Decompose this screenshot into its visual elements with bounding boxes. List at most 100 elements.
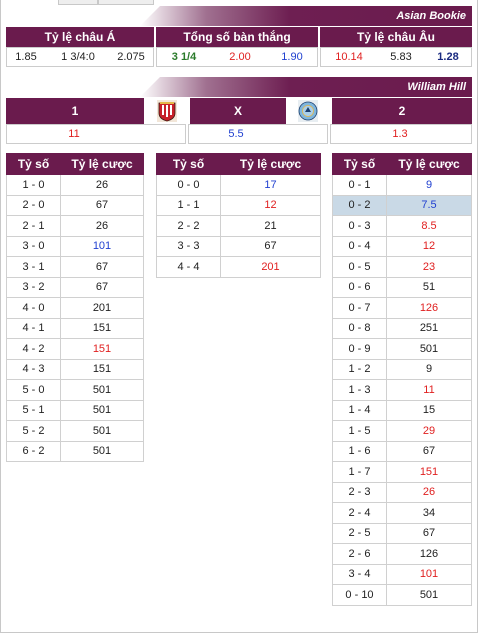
score-row[interactable]: 4 - 2 151 [6, 338, 144, 360]
score-value: 0 - 3 [332, 215, 387, 237]
europe-draw-odds: 5.83 [390, 51, 412, 63]
home-team-crest-icon [157, 100, 177, 122]
score-row[interactable]: 5 - 1 501 [6, 399, 144, 421]
score-odds: 101 [60, 235, 144, 257]
score-row[interactable]: 0 - 6 51 [332, 276, 472, 298]
score-value: 0 - 5 [332, 256, 387, 278]
score-row[interactable]: 3 - 0 101 [6, 235, 144, 257]
score-row[interactable]: 1 - 1 12 [156, 194, 321, 216]
score-row[interactable]: 2 - 1 26 [6, 215, 144, 237]
score-row[interactable]: 5 - 2 501 [6, 420, 144, 442]
score-row[interactable]: 0 - 4 12 [332, 235, 472, 257]
score-value: 4 - 2 [6, 338, 61, 360]
score-odds: 34 [386, 502, 472, 524]
score-row[interactable]: 0 - 9 501 [332, 338, 472, 360]
score-odds: 101 [386, 563, 472, 585]
score-row[interactable]: 1 - 6 67 [332, 440, 472, 462]
score-value: 2 - 6 [332, 543, 387, 565]
score-value: 3 - 4 [332, 563, 387, 585]
score-odds: 7.5 [386, 194, 472, 216]
tab-stub[interactable] [98, 0, 154, 5]
score-odds: 67 [60, 194, 144, 216]
score-odds: 151 [386, 461, 472, 483]
score-value: 3 - 2 [6, 276, 61, 298]
wh-home-cell [6, 124, 186, 144]
score-row[interactable]: 0 - 0 17 [156, 174, 321, 196]
tab-stub[interactable] [58, 0, 98, 5]
draw-scores-table: Tỷ số Tỷ lệ cược 0 - 0 17 1 - 1 12 2 - 2 21 3 … [156, 153, 321, 278]
score-odds: 21 [220, 215, 321, 237]
score-odds: 501 [60, 379, 144, 401]
score-value: 3 - 3 [156, 235, 221, 257]
score-odds: 12 [220, 194, 321, 216]
score-value: 1 - 2 [332, 358, 387, 380]
wh-draw-cell [188, 124, 328, 144]
wh-away-cell [330, 124, 472, 144]
score-row[interactable]: 4 - 0 201 [6, 297, 144, 319]
score-odds: 151 [60, 317, 144, 339]
score-value: 6 - 2 [6, 440, 61, 462]
score-row[interactable]: 1 - 0 26 [6, 174, 144, 196]
score-row[interactable]: 2 - 6 126 [332, 543, 472, 565]
score-row[interactable]: 2 - 4 34 [332, 502, 472, 524]
score-column-header: Tỷ số [156, 153, 221, 175]
score-row[interactable]: 5 - 0 501 [6, 379, 144, 401]
score-row[interactable]: 3 - 4 101 [332, 563, 472, 585]
score-row[interactable]: 4 - 3 151 [6, 358, 144, 380]
score-value: 4 - 4 [156, 256, 221, 278]
score-row[interactable]: 0 - 8 251 [332, 317, 472, 339]
europe-away-odds: 1.28 [437, 51, 459, 63]
wh-away-odds: 1.3 [392, 128, 408, 140]
score-row[interactable]: 1 - 4 15 [332, 399, 472, 421]
score-row[interactable]: 2 - 0 67 [6, 194, 144, 216]
score-odds: 126 [386, 543, 472, 565]
asia-away-odds: 2.075 [117, 51, 145, 63]
asian-bookie-title: Asian Bookie [396, 10, 466, 22]
score-row[interactable]: 2 - 3 26 [332, 481, 472, 503]
score-odds: 26 [60, 215, 144, 237]
score-odds: 501 [386, 338, 472, 360]
score-row[interactable]: 1 - 5 29 [332, 420, 472, 442]
score-odds: 251 [386, 317, 472, 339]
william-hill-bar: William Hill [140, 77, 472, 97]
asia-odds-row [6, 47, 154, 67]
score-value: 2 - 0 [6, 194, 61, 216]
score-odds: 201 [60, 297, 144, 319]
score-value: 1 - 6 [332, 440, 387, 462]
home-win-scores-table: Tỷ số Tỷ lệ cược 1 - 0 26 2 - 0 67 2 - 1 26 3 … [6, 153, 144, 462]
score-row[interactable]: 3 - 3 67 [156, 235, 321, 257]
score-row[interactable]: 4 - 1 151 [6, 317, 144, 339]
score-row[interactable]: 0 - 10 501 [332, 584, 472, 606]
score-row[interactable]: 3 - 2 67 [6, 276, 144, 298]
score-row[interactable]: 0 - 7 126 [332, 297, 472, 319]
score-row[interactable]: 2 - 2 21 [156, 215, 321, 237]
score-value: 2 - 1 [6, 215, 61, 237]
score-odds: 26 [386, 481, 472, 503]
score-column-header: Tỷ số [332, 153, 387, 175]
europe-home-odds: 10.14 [335, 51, 363, 63]
score-value: 1 - 3 [332, 379, 387, 401]
score-odds: 67 [386, 440, 472, 462]
score-value: 4 - 1 [6, 317, 61, 339]
score-row[interactable]: 2 - 5 67 [332, 522, 472, 544]
score-value: 1 - 4 [332, 399, 387, 421]
score-row[interactable]: 1 - 3 11 [332, 379, 472, 401]
score-row[interactable]: 0 - 3 8.5 [332, 215, 472, 237]
score-row[interactable]: 0 - 5 23 [332, 256, 472, 278]
score-row[interactable]: 1 - 7 151 [332, 461, 472, 483]
odds-column-header: Tỷ lệ cược [220, 153, 321, 175]
score-value: 0 - 9 [332, 338, 387, 360]
william-hill-title: William Hill [407, 81, 466, 93]
score-row[interactable]: 4 - 4 201 [156, 256, 321, 278]
wh-home-odds: 11 [68, 128, 80, 140]
score-value: 1 - 0 [6, 174, 61, 196]
score-row[interactable]: 6 - 2 501 [6, 440, 144, 462]
score-value: 2 - 3 [332, 481, 387, 503]
score-odds: 201 [220, 256, 321, 278]
score-row[interactable]: 0 - 2 7.5 [332, 194, 472, 216]
score-value: 1 - 1 [156, 194, 221, 216]
score-row[interactable]: 3 - 1 67 [6, 256, 144, 278]
score-value: 0 - 0 [156, 174, 221, 196]
